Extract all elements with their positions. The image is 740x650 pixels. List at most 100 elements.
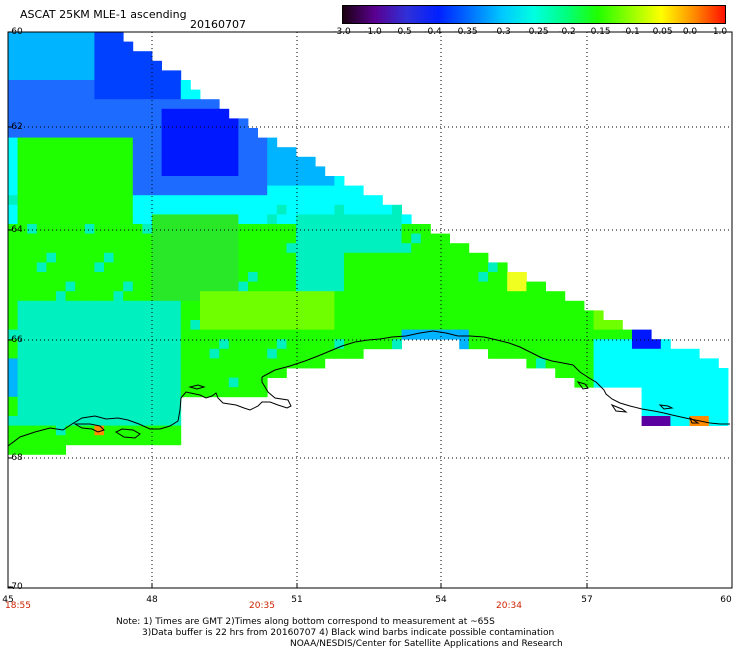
wind-cell [545, 291, 556, 302]
wind-cell [171, 368, 182, 378]
wind-cell [315, 329, 326, 340]
wind-cell [46, 377, 57, 388]
wind-cell [449, 291, 460, 302]
wind-cell [8, 204, 18, 215]
wind-cell [238, 339, 249, 350]
wind-cell [200, 204, 210, 215]
wind-cell [132, 339, 143, 350]
wind-cell [36, 300, 47, 311]
wind-cell [36, 396, 47, 407]
wind-cell [430, 291, 441, 302]
wind-cell [257, 368, 268, 378]
wind-cell [132, 368, 143, 378]
wind-cell [305, 291, 316, 302]
wind-cell [8, 348, 18, 359]
wind-cell [123, 118, 134, 129]
wind-cell [104, 310, 114, 321]
wind-cell [334, 320, 345, 330]
wind-cell [353, 291, 364, 302]
wind-cell [84, 80, 95, 90]
wind-cell [238, 368, 249, 378]
wind-cell [56, 204, 66, 215]
wind-cell [36, 339, 47, 350]
wind-cell [161, 387, 172, 398]
wind-cell [257, 348, 268, 359]
wind-cell [27, 224, 38, 234]
wind-cell [228, 339, 239, 350]
wind-cell [449, 262, 460, 273]
wind-cell [228, 195, 239, 206]
wind-cell [219, 387, 230, 398]
wind-cell [132, 70, 143, 81]
wind-cell [219, 176, 230, 186]
wind-cell [420, 243, 431, 254]
wind-cell [46, 128, 57, 138]
wind-cell [36, 329, 47, 340]
wind-cell [401, 291, 412, 302]
wind-cell [344, 329, 354, 340]
wind-cell [123, 368, 134, 378]
wind-cell [8, 128, 18, 138]
wind-cell [449, 281, 460, 292]
wind-cell [171, 147, 182, 158]
wind-cell [296, 185, 306, 196]
wind-cell [27, 425, 38, 436]
wind-cell [248, 195, 258, 206]
wind-cell [296, 224, 306, 234]
wind-cell [123, 147, 134, 158]
wind-cell [296, 195, 306, 206]
wind-cell [670, 377, 681, 388]
wind-cell [94, 339, 105, 350]
wind-cell [286, 147, 297, 158]
wind-cell [161, 156, 172, 167]
wind-cell [680, 396, 690, 407]
wind-cell [27, 358, 38, 369]
wind-cell [372, 272, 383, 282]
wind-cell [257, 358, 268, 369]
wind-cell [257, 291, 268, 302]
wind-cell [27, 272, 38, 282]
wind-cell [190, 176, 201, 186]
wind-cell [65, 310, 76, 321]
wind-cell [36, 185, 47, 196]
wind-cell [315, 262, 326, 273]
wind-cell [94, 368, 105, 378]
wind-cell [651, 377, 662, 388]
wind-cell [680, 416, 690, 426]
wind-cell [56, 406, 66, 417]
wind-cell [75, 291, 86, 302]
wind-cell [27, 99, 38, 110]
wind-cell [36, 137, 47, 148]
wind-cell [296, 291, 306, 302]
wind-cell [65, 416, 76, 426]
wind-cell [382, 204, 393, 215]
wind-cell [75, 368, 86, 378]
wind-cell [382, 214, 393, 225]
wind-cell [27, 262, 38, 273]
lat-label: -70 [8, 582, 23, 592]
wind-cell [555, 320, 566, 330]
wind-cell [75, 396, 86, 407]
wind-cell [132, 243, 143, 254]
wind-cell [228, 262, 239, 273]
wind-cell [228, 233, 239, 244]
wind-cell [75, 60, 86, 71]
wind-cell [238, 387, 249, 398]
wind-cell [334, 329, 345, 340]
wind-cell [132, 185, 143, 196]
wind-cell [267, 310, 278, 321]
wind-cell [190, 166, 201, 177]
wind-cell [180, 329, 191, 340]
wind-cell [142, 214, 153, 225]
wind-cell [209, 214, 220, 225]
wind-cell [56, 137, 66, 148]
wind-cell [430, 233, 441, 244]
wind-cell [209, 166, 220, 177]
wind-cell [56, 224, 66, 234]
wind-cell [94, 252, 105, 263]
wind-cell [94, 204, 105, 215]
wind-cell [94, 70, 105, 81]
wind-cell [27, 51, 38, 62]
wind-cell [36, 348, 47, 359]
wind-cell [180, 358, 191, 369]
